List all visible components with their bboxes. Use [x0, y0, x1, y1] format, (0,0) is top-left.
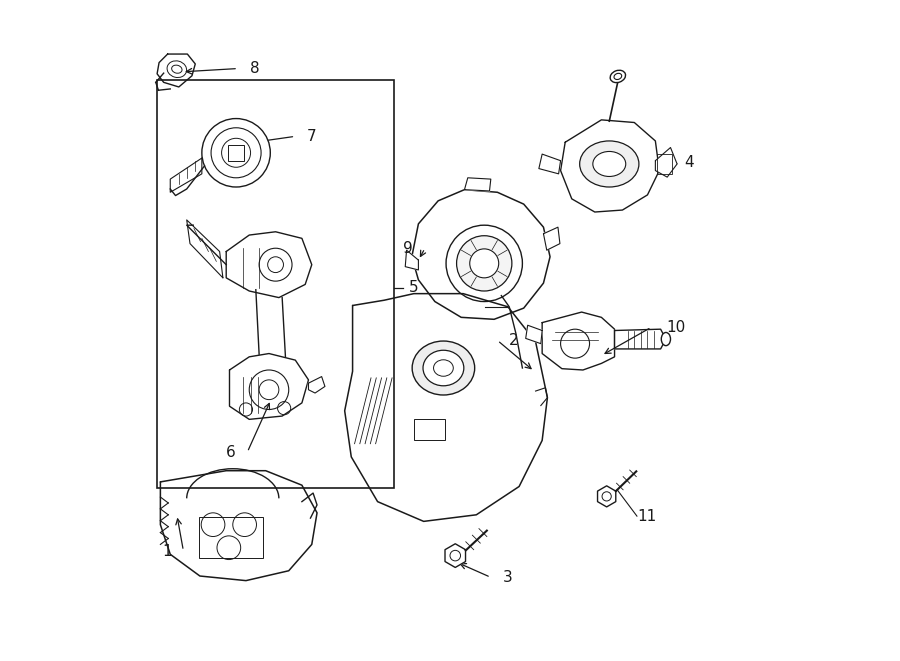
Ellipse shape — [593, 151, 626, 176]
Text: 2: 2 — [509, 333, 519, 348]
Circle shape — [456, 236, 512, 291]
Ellipse shape — [434, 360, 454, 376]
Polygon shape — [158, 54, 195, 87]
Ellipse shape — [662, 332, 670, 346]
Text: 9: 9 — [403, 241, 413, 256]
Ellipse shape — [580, 141, 639, 187]
Text: 11: 11 — [637, 508, 656, 524]
Polygon shape — [655, 147, 677, 177]
Polygon shape — [598, 486, 616, 507]
Polygon shape — [170, 158, 202, 192]
Polygon shape — [160, 471, 317, 580]
Text: 7: 7 — [307, 129, 317, 144]
Text: 8: 8 — [250, 61, 259, 76]
Text: 6: 6 — [226, 445, 236, 460]
Text: 4: 4 — [684, 155, 694, 170]
Bar — [158, 81, 394, 488]
Polygon shape — [226, 232, 311, 297]
Polygon shape — [526, 325, 542, 344]
Text: 10: 10 — [666, 320, 685, 334]
Polygon shape — [542, 312, 615, 370]
Polygon shape — [230, 354, 309, 419]
Circle shape — [470, 249, 499, 278]
Polygon shape — [186, 220, 223, 278]
Ellipse shape — [423, 350, 464, 386]
Bar — [229, 145, 244, 161]
Polygon shape — [464, 178, 491, 191]
Polygon shape — [561, 120, 660, 212]
Polygon shape — [445, 544, 465, 567]
Bar — [657, 154, 671, 174]
Polygon shape — [412, 190, 550, 319]
Ellipse shape — [412, 341, 474, 395]
Text: 3: 3 — [503, 570, 512, 585]
Polygon shape — [544, 227, 560, 251]
Polygon shape — [539, 154, 561, 174]
Text: 5: 5 — [410, 280, 418, 295]
Polygon shape — [309, 377, 325, 393]
Circle shape — [202, 118, 270, 187]
Ellipse shape — [610, 70, 626, 83]
Text: 1: 1 — [162, 543, 172, 559]
Bar — [414, 419, 446, 440]
Polygon shape — [405, 251, 418, 270]
Polygon shape — [345, 293, 547, 522]
Polygon shape — [615, 329, 666, 349]
Bar — [199, 517, 263, 558]
